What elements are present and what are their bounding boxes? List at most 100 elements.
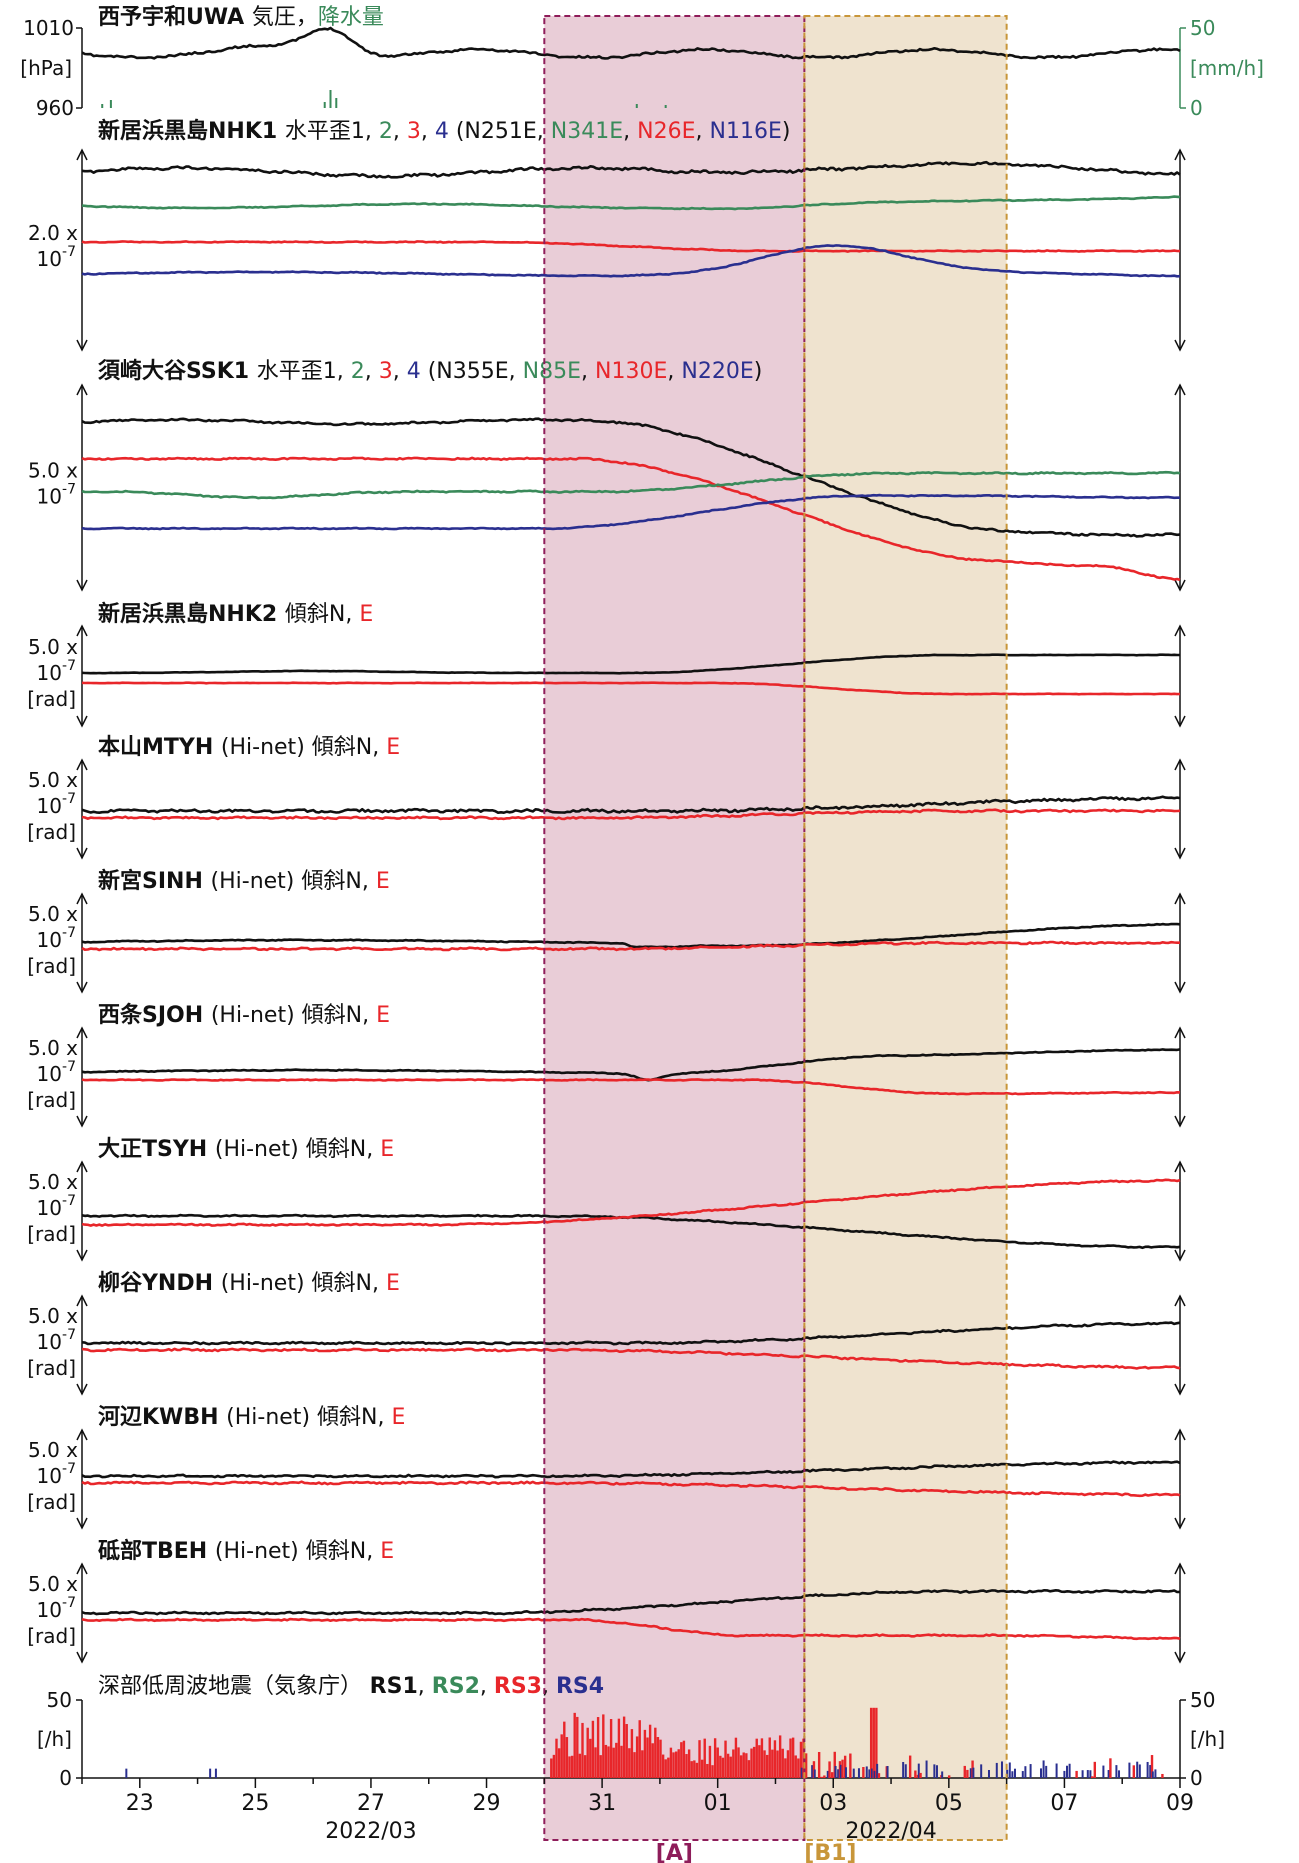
- arrow-head-up: [76, 1160, 88, 1173]
- title-part: ): [754, 359, 763, 384]
- title-part: ,: [372, 735, 386, 760]
- scale-power-label: 10: [37, 928, 62, 952]
- title-part: ,: [421, 119, 435, 144]
- rate-bar-rs4: [1008, 1762, 1011, 1778]
- series-line-c1: [81, 1048, 1181, 1082]
- series-line-c3: [81, 456, 1181, 582]
- rate-bar-rs3: [823, 1775, 826, 1778]
- rate-bar-rs3: [763, 1750, 766, 1778]
- rate-bar-rs3: [677, 1749, 680, 1778]
- arrow-head-down: [1174, 981, 1186, 994]
- title-part: 水平歪1: [285, 119, 365, 144]
- panel-title-nhk2: 新居浜黒島NHK2 傾斜N, E: [98, 601, 373, 627]
- rate-bar-rs3: [700, 1759, 704, 1778]
- rate-bar-rs3: [578, 1753, 582, 1778]
- rate-bar-rs3: [661, 1754, 665, 1778]
- station-name: 西予宇和UWA: [98, 5, 252, 30]
- rate-bar-rs3: [765, 1754, 769, 1778]
- rate-bar-rs4: [1115, 1765, 1118, 1778]
- rate-bar-rs3: [1109, 1758, 1112, 1778]
- title-part: ,: [393, 359, 407, 384]
- arrow-head-up: [76, 148, 88, 161]
- rate-bar-rs3: [693, 1760, 696, 1778]
- rain-bar: [329, 90, 332, 108]
- period-a-label: [A]: [656, 1841, 693, 1863]
- rate-bar-rs3: [833, 1751, 836, 1778]
- rain-bar: [323, 102, 326, 108]
- rate-bar-rs3: [914, 1770, 917, 1778]
- rate-bar-rs3: [622, 1716, 626, 1778]
- scale-factor-label: 5.0 x: [28, 1170, 78, 1194]
- title-part: ,: [377, 1405, 391, 1430]
- scale-exponent-label: -7: [62, 244, 76, 260]
- title-part: N220E: [681, 359, 753, 384]
- arrow-head-up: [76, 1026, 88, 1039]
- title-part: E: [359, 602, 373, 627]
- rate-bar-rs3: [820, 1776, 823, 1778]
- title-part: 深部低周波地震（気象庁）: [98, 1674, 362, 1699]
- rate-bar-rs4: [865, 1766, 868, 1778]
- title-part: N341E: [551, 119, 623, 144]
- panel-ssk1: 須崎大谷SSK1 水平歪1, 2, 3, 4 (N355E, N85E, N13…: [28, 359, 1186, 592]
- scale-power-label: 10: [37, 1464, 62, 1488]
- scale-exponent-label: -7: [62, 791, 76, 807]
- rate-bar-rs3: [908, 1755, 912, 1778]
- rate-bar-rs3: [667, 1757, 670, 1778]
- series-line-c4: [81, 493, 1180, 531]
- rate-bar-rs4: [1146, 1761, 1149, 1778]
- rate-bar-rs3: [672, 1752, 675, 1778]
- title-part: ,: [365, 119, 379, 144]
- rate-bar-rs3: [1132, 1765, 1136, 1778]
- title-part: (: [449, 119, 465, 144]
- rate-bar-rs3: [791, 1737, 795, 1778]
- rate-bar-rs3: [739, 1755, 743, 1778]
- rate-bar-rs4: [839, 1764, 842, 1778]
- title-part: 気圧: [252, 5, 296, 30]
- arrow-head-down: [1174, 579, 1186, 592]
- scale-unit-label: [rad]: [27, 687, 76, 711]
- title-part: RS2: [432, 1674, 480, 1699]
- title-part: 4: [407, 359, 421, 384]
- scale-power-label: 10: [37, 1062, 62, 1086]
- series-line-c3: [81, 240, 1181, 253]
- title-part: ,: [542, 1674, 556, 1699]
- title-part: ,: [362, 1003, 376, 1028]
- rate-bar-rs4: [941, 1771, 944, 1778]
- station-name: 新宮SINH: [98, 868, 211, 894]
- title-part: E: [386, 735, 400, 760]
- rate-bar-rs3: [674, 1751, 678, 1778]
- rate-bar-rs4: [1128, 1762, 1131, 1778]
- rate-bar-rs3: [690, 1761, 693, 1778]
- arrow-head-up: [76, 758, 88, 771]
- rate-bar-rs4: [870, 1768, 873, 1778]
- scale-factor-label: 5.0 x: [28, 635, 78, 659]
- x-month-label-april: 2022/04: [845, 1819, 936, 1844]
- rate-bar-rs3: [576, 1716, 579, 1778]
- rate-bar-rs4: [902, 1761, 905, 1778]
- title-part: 傾斜N: [285, 602, 345, 627]
- arrow-head-down: [76, 715, 88, 728]
- arrow-head-down: [76, 847, 88, 860]
- rate-bar-rs3: [643, 1729, 647, 1778]
- rate-bar-rs3: [872, 1707, 875, 1778]
- title-part: N116E: [710, 119, 782, 144]
- series-line-c3: [81, 1347, 1181, 1370]
- panel-title-ssk1: 須崎大谷SSK1 水平歪1, 2, 3, 4 (N355E, N85E, N13…: [98, 359, 762, 384]
- right-tick-label: 0: [1190, 1766, 1203, 1790]
- rate-bar-rs4: [800, 1767, 803, 1778]
- scale-exponent-label: -7: [62, 925, 76, 941]
- arrow-head-down: [76, 1115, 88, 1128]
- arrow-head-up: [1174, 1428, 1186, 1441]
- x-tick-label: 01: [704, 1791, 732, 1816]
- rate-bar-rs3: [737, 1747, 740, 1778]
- rate-bar-rs3: [680, 1742, 683, 1778]
- scale-unit-label: [rad]: [27, 1088, 76, 1112]
- rate-bar-rs4: [969, 1768, 972, 1778]
- rate-bar-rs4: [1013, 1768, 1016, 1778]
- rate-bar-rs3: [724, 1740, 727, 1778]
- x-tick-label: 31: [588, 1791, 616, 1816]
- rate-bar-rs4: [987, 1769, 990, 1778]
- panel-yndh: 柳谷YNDH (Hi-net) 傾斜N, E 5.0 x10 -7 [rad]: [27, 1270, 1186, 1396]
- x-tick-label: 03: [819, 1791, 847, 1816]
- title-part: 2: [379, 119, 393, 144]
